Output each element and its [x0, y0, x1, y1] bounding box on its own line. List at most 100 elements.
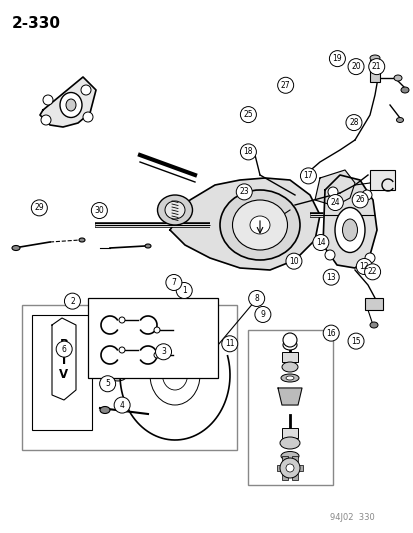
Circle shape [155, 344, 171, 360]
Text: 25: 25 [243, 110, 253, 119]
Text: 30: 30 [94, 206, 104, 215]
Circle shape [279, 458, 299, 478]
Circle shape [347, 59, 363, 75]
Text: 6: 6 [62, 345, 66, 353]
Bar [369, 60, 379, 82]
Text: V: V [59, 368, 69, 382]
Circle shape [329, 51, 344, 67]
Text: 26: 26 [354, 196, 364, 204]
Text: 17: 17 [303, 172, 313, 180]
Circle shape [83, 112, 93, 122]
Ellipse shape [282, 340, 296, 350]
Bar [247, 330, 332, 485]
Circle shape [282, 333, 296, 347]
Ellipse shape [369, 322, 377, 328]
Circle shape [300, 168, 316, 184]
Circle shape [100, 376, 115, 392]
Circle shape [41, 115, 51, 125]
Bar [369, 170, 394, 190]
Ellipse shape [334, 207, 364, 253]
Ellipse shape [342, 219, 357, 241]
Circle shape [323, 325, 338, 341]
Bar [291, 456, 297, 462]
Ellipse shape [145, 244, 151, 248]
Ellipse shape [100, 407, 110, 414]
Text: 19: 19 [332, 54, 342, 63]
Circle shape [285, 464, 293, 472]
Text: T: T [60, 353, 68, 367]
Ellipse shape [219, 190, 299, 260]
Ellipse shape [109, 369, 127, 381]
Ellipse shape [393, 75, 401, 81]
Circle shape [361, 190, 371, 200]
Bar [296, 465, 302, 471]
Ellipse shape [79, 238, 85, 242]
Bar [281, 456, 287, 462]
Text: 4: 4 [119, 401, 124, 409]
Circle shape [114, 397, 130, 413]
Polygon shape [120, 310, 230, 440]
Circle shape [248, 290, 264, 306]
Circle shape [254, 306, 270, 322]
Ellipse shape [279, 437, 299, 449]
Circle shape [324, 250, 334, 260]
Circle shape [368, 59, 384, 75]
Text: 11: 11 [225, 340, 234, 348]
Circle shape [327, 187, 337, 197]
Text: 22: 22 [367, 268, 376, 276]
Circle shape [81, 85, 91, 95]
Text: 21: 21 [371, 62, 380, 71]
Bar [276, 465, 282, 471]
Text: 13: 13 [325, 273, 335, 281]
Polygon shape [277, 388, 301, 405]
Text: 1: 1 [181, 286, 186, 295]
Polygon shape [170, 178, 319, 270]
Circle shape [285, 253, 301, 269]
Ellipse shape [249, 216, 269, 234]
Text: 20: 20 [350, 62, 360, 71]
Polygon shape [322, 175, 376, 268]
Text: 15: 15 [350, 337, 360, 345]
Bar [281, 474, 287, 480]
Circle shape [327, 195, 342, 211]
Text: 16: 16 [325, 329, 335, 337]
Circle shape [323, 269, 338, 285]
Text: 14: 14 [315, 238, 325, 247]
Circle shape [240, 107, 256, 123]
Ellipse shape [232, 200, 287, 250]
Circle shape [240, 144, 256, 160]
Circle shape [356, 259, 371, 274]
Circle shape [312, 235, 328, 251]
Text: 9: 9 [260, 310, 265, 319]
Text: 27: 27 [280, 81, 290, 90]
Circle shape [56, 341, 72, 357]
Circle shape [119, 317, 125, 323]
Text: R: R [59, 338, 69, 351]
Ellipse shape [165, 201, 185, 219]
Ellipse shape [369, 55, 379, 61]
Circle shape [64, 293, 80, 309]
Ellipse shape [400, 87, 408, 93]
Bar [364, 298, 382, 310]
Circle shape [176, 282, 192, 298]
Text: 23: 23 [239, 188, 249, 196]
Bar [88, 298, 218, 378]
Circle shape [154, 352, 159, 358]
Ellipse shape [60, 93, 82, 117]
Text: 5: 5 [105, 379, 110, 388]
Ellipse shape [280, 451, 298, 461]
Ellipse shape [285, 376, 293, 380]
Polygon shape [314, 170, 354, 206]
Text: 12: 12 [359, 262, 368, 271]
Circle shape [154, 327, 159, 333]
Circle shape [166, 274, 181, 290]
Circle shape [277, 77, 293, 93]
Ellipse shape [113, 372, 123, 378]
Polygon shape [40, 77, 96, 127]
Circle shape [91, 203, 107, 219]
Bar [32, 315, 92, 430]
Circle shape [221, 336, 237, 352]
Circle shape [364, 264, 380, 280]
Ellipse shape [157, 195, 192, 225]
Circle shape [347, 333, 363, 349]
